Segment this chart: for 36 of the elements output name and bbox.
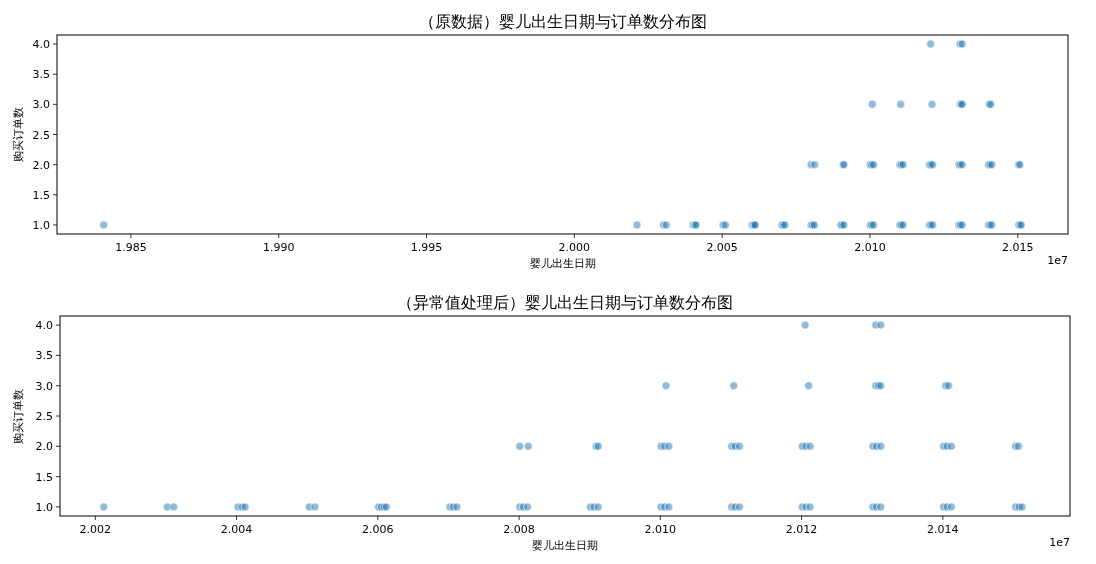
x-tick-label: 1.990 xyxy=(262,241,295,254)
y-tick-label: 3.5 xyxy=(35,349,53,363)
y-axis-title: 购买订单数 xyxy=(12,107,25,162)
x-tick-label: 2.015 xyxy=(1002,241,1034,254)
y-tick-label: 1.5 xyxy=(32,188,50,202)
y-tick-label: 3.0 xyxy=(32,98,50,112)
y-tick-label: 1.0 xyxy=(32,218,50,232)
x-tick-label: 2.010 xyxy=(644,523,677,536)
y-tick-label: 2.5 xyxy=(35,410,53,423)
text: 1e7 xyxy=(1049,536,1070,549)
y-tick-label: 3.5 xyxy=(32,68,50,82)
x-tick-label: 2.014 xyxy=(927,523,959,536)
x-tick-label: 2.005 xyxy=(706,241,738,254)
x-tick-label: 2.002 xyxy=(79,523,112,536)
x-tick-label: 2.004 xyxy=(220,523,253,536)
chart-title: （原数据）婴儿出生日期与订单数分布图 xyxy=(418,12,707,31)
y-tick-label: 4.0 xyxy=(32,38,50,52)
x-axis-title: 婴儿出生日期 xyxy=(529,257,596,270)
x-tick-label: 2.006 xyxy=(362,523,394,536)
y-tick-label: 4.0 xyxy=(35,319,53,333)
y-tick-label: 3.0 xyxy=(35,379,53,393)
y-tick-label: 1.0 xyxy=(35,500,53,514)
chart-title: （异常值处理后）婴儿出生日期与订单数分布图 xyxy=(397,293,733,312)
x-tick-label: 2.000 xyxy=(558,241,591,254)
x-axis-title: 婴儿出生日期 xyxy=(532,539,598,552)
x-tick-label: 1.995 xyxy=(410,241,443,254)
y-tick-label: 2.0 xyxy=(32,158,50,172)
x-tick-label: 2.008 xyxy=(503,523,535,536)
x-tick-label: 1.985 xyxy=(115,241,147,254)
y-axis-title: 购买订单数 xyxy=(12,388,25,444)
y-tick-label: 1.5 xyxy=(35,470,53,484)
text: 1e7 xyxy=(1047,254,1068,267)
x-tick-label: 2.012 xyxy=(785,523,818,536)
x-tick-label: 2.010 xyxy=(854,241,886,254)
y-tick-label: 2.5 xyxy=(32,128,50,142)
y-tick-label: 2.0 xyxy=(35,440,53,454)
